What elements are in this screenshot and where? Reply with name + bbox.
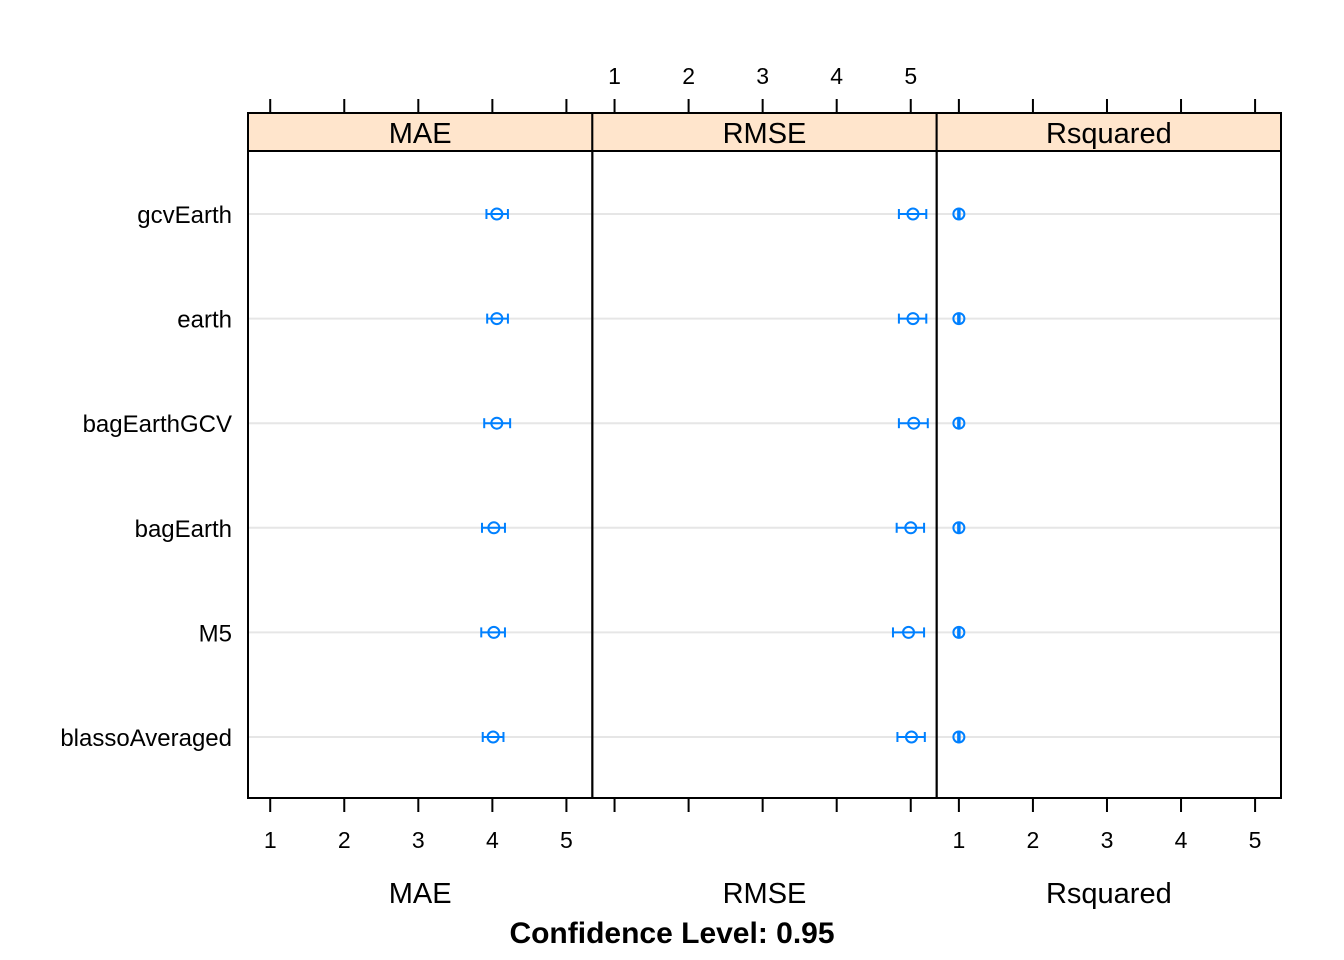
chart-subtitle: Confidence Level: 0.95 [509, 917, 834, 950]
estimate-point [487, 625, 501, 639]
gridlines-layer [248, 213, 1281, 738]
strip-label-mae: MAE [389, 118, 452, 150]
estimate-point [490, 207, 504, 221]
labels-layer: MAE 1 2 3 4 5 MAE RMSE 1 2 3 4 5 RMSE Rsquared 1 2 3 4 5 Rsq… [60, 63, 1261, 910]
x-axis-label-rmse: RMSE [723, 878, 807, 910]
estimate-point [952, 730, 966, 744]
x-tick-label: 5 [560, 827, 573, 853]
estimate-point [902, 625, 916, 639]
estimate-point [490, 312, 504, 326]
y-category-label: earth [177, 307, 232, 334]
estimate-point [952, 416, 966, 430]
strip-label-rsquared: Rsquared [1046, 118, 1172, 150]
x-tick-label: 5 [904, 63, 917, 89]
y-category-label: gcvEarth [137, 202, 232, 229]
estimate-point [904, 521, 918, 535]
x-tick-label: 4 [486, 827, 499, 853]
x-tick-label: 2 [682, 63, 695, 89]
x-tick-label: 2 [338, 827, 351, 853]
panel-frame-mae [247, 150, 594, 799]
strip-label-rmse: RMSE [723, 118, 807, 150]
x-tick-label: 3 [1101, 827, 1114, 853]
estimate-point [904, 730, 918, 744]
x-axis-label-rsquared: Rsquared [1046, 878, 1172, 910]
x-tick-label: 3 [412, 827, 425, 853]
y-category-label: bagEarthGCV [83, 411, 232, 438]
y-category-label: M5 [199, 620, 232, 647]
x-tick-label: 1 [264, 827, 277, 853]
estimate-point [486, 730, 500, 744]
marks-layer [480, 207, 966, 744]
x-tick-label: 1 [952, 827, 965, 853]
x-tick-label: 5 [1249, 827, 1262, 853]
panel-frame-rmse [591, 150, 938, 799]
estimate-point [952, 312, 966, 326]
estimate-point [952, 625, 966, 639]
estimate-point [952, 521, 966, 535]
estimate-point [906, 312, 920, 326]
y-category-label: bagEarth [135, 516, 232, 543]
x-tick-label: 4 [830, 63, 843, 89]
x-tick-label: 3 [756, 63, 769, 89]
x-tick-label: 4 [1175, 827, 1188, 853]
x-axis-label-mae: MAE [389, 878, 452, 910]
estimate-point [487, 521, 501, 535]
x-tick-label: 1 [608, 63, 621, 89]
estimate-point [906, 207, 920, 221]
estimate-point [907, 416, 921, 430]
strip-rsquared [935, 112, 1283, 152]
panel-frame-rsquared [935, 150, 1283, 799]
x-tick-label: 2 [1027, 827, 1040, 853]
y-category-label: blassoAveraged [60, 725, 232, 752]
estimate-point [952, 207, 966, 221]
estimate-point [490, 416, 504, 430]
panels-layer [247, 99, 1283, 812]
